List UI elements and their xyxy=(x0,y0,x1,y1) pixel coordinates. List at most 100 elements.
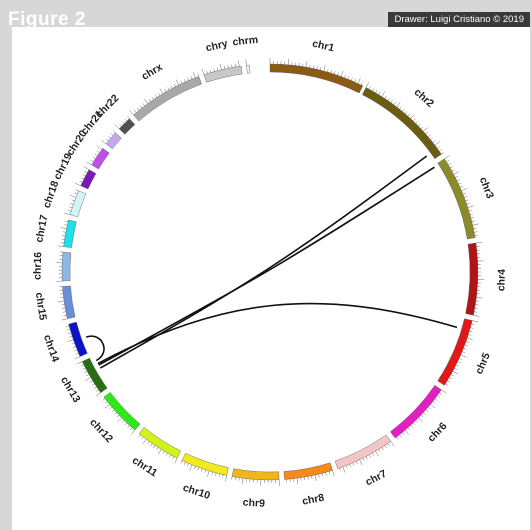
ticks-chr20 xyxy=(86,146,102,166)
tick xyxy=(124,118,127,122)
tick xyxy=(170,85,173,89)
tick xyxy=(121,121,125,124)
ticks-chr17 xyxy=(57,220,69,247)
ideogram-chr6 xyxy=(390,385,447,440)
tick xyxy=(241,478,244,485)
tick xyxy=(176,79,179,86)
tick xyxy=(434,398,438,401)
tick xyxy=(86,161,92,166)
ticks-chr22 xyxy=(114,116,130,129)
tick xyxy=(351,77,353,81)
segment-chr1 xyxy=(269,63,364,94)
tick xyxy=(413,422,416,426)
tick xyxy=(204,469,206,473)
link-chr13-chr2 xyxy=(99,155,428,369)
ticks-chr13 xyxy=(76,361,101,397)
ticks-chr2 xyxy=(365,82,445,155)
tick xyxy=(384,445,387,449)
tick xyxy=(334,71,336,75)
tick xyxy=(142,439,147,445)
ticks-chr18 xyxy=(64,189,79,215)
tick xyxy=(104,404,110,409)
tick xyxy=(415,121,419,124)
tick xyxy=(474,307,478,309)
segment-chr9 xyxy=(231,468,280,481)
segment-chr10 xyxy=(181,452,229,476)
tick xyxy=(456,364,459,367)
tick xyxy=(410,114,415,119)
tick xyxy=(450,374,454,377)
tick xyxy=(339,468,341,471)
tick xyxy=(375,451,379,457)
tick xyxy=(469,330,473,333)
tick xyxy=(466,341,469,343)
tick xyxy=(180,80,183,84)
label-chr4: chr4 xyxy=(495,269,508,292)
ideogram-chrx xyxy=(129,72,202,122)
tick xyxy=(139,105,143,109)
tick xyxy=(86,374,90,377)
ideogram-chr9 xyxy=(231,468,280,486)
tick xyxy=(349,464,351,468)
label-chr12: chr12 xyxy=(87,416,115,445)
ticks-chr1 xyxy=(269,58,363,86)
tick xyxy=(470,217,474,219)
tick xyxy=(94,153,98,156)
tick xyxy=(96,146,102,150)
tick xyxy=(452,371,459,375)
tick xyxy=(472,223,479,226)
ideogram-chr1 xyxy=(269,58,364,94)
tick xyxy=(468,210,472,212)
tick xyxy=(62,231,66,233)
tick xyxy=(432,401,436,404)
segment-chr8 xyxy=(283,462,333,480)
figure-title: Figure 2 xyxy=(8,9,86,30)
label-chr13: chr13 xyxy=(58,375,83,405)
label-chrx: chrx xyxy=(140,61,165,83)
ideogram-chr16 xyxy=(56,251,72,282)
tick xyxy=(305,61,308,68)
tick xyxy=(458,182,462,185)
tick xyxy=(404,111,408,114)
tick xyxy=(330,70,332,74)
tick xyxy=(151,96,154,100)
tick xyxy=(471,323,475,326)
segment-chr22 xyxy=(118,118,136,135)
ticks-chr6 xyxy=(396,389,447,440)
tick xyxy=(97,150,100,153)
ticks-chr9 xyxy=(231,476,280,486)
link-chr13-chr2 xyxy=(98,166,435,366)
tick xyxy=(69,206,73,208)
tick xyxy=(467,205,474,208)
segment-chr20 xyxy=(91,147,110,170)
label-chr17: chr17 xyxy=(33,214,50,244)
tick xyxy=(387,443,390,447)
tick xyxy=(158,449,162,455)
label-chr15: chr15 xyxy=(33,292,49,322)
tick xyxy=(130,430,136,435)
tick xyxy=(65,220,69,222)
tick xyxy=(75,353,79,355)
tick xyxy=(384,95,387,99)
tick xyxy=(81,177,84,180)
tick xyxy=(213,68,215,72)
tick xyxy=(206,70,208,74)
ticks-chrm xyxy=(245,59,247,66)
tick xyxy=(434,141,440,146)
tick xyxy=(62,307,66,309)
tick xyxy=(453,171,460,175)
tick xyxy=(446,160,450,162)
tick xyxy=(375,90,378,93)
tick xyxy=(71,199,75,202)
tick xyxy=(76,361,83,365)
tick xyxy=(74,192,78,195)
tick xyxy=(138,434,141,438)
tick xyxy=(119,123,122,127)
tick xyxy=(83,166,90,170)
tick xyxy=(113,130,116,133)
tick xyxy=(81,364,84,367)
ideogram-chr11 xyxy=(138,427,182,464)
tick xyxy=(466,203,470,205)
ticks-chr21 xyxy=(101,130,116,145)
segment-chr15 xyxy=(62,285,76,320)
